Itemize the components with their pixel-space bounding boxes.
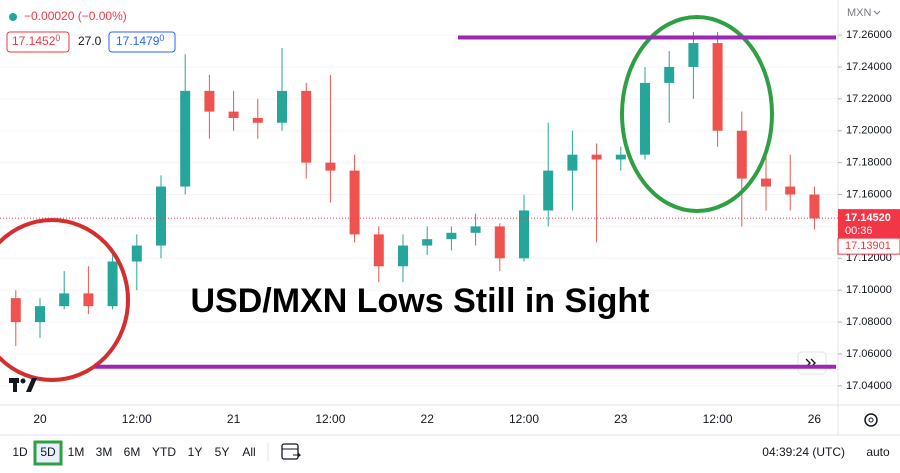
prev-price-label: 17.13901: [845, 240, 891, 252]
ask-sup: 0: [159, 33, 164, 43]
y-tick-label: 17.20000: [846, 125, 892, 137]
settings-icon[interactable]: [864, 413, 878, 427]
range-button[interactable]: All: [242, 445, 255, 459]
countdown: 00:36: [845, 225, 873, 237]
y-tick-label: 17.24000: [846, 61, 892, 73]
candle-body: [494, 226, 505, 259]
range-button[interactable]: YTD: [152, 445, 176, 459]
range-button[interactable]: 5Y: [215, 445, 230, 459]
x-tick-label: 22: [421, 412, 435, 426]
scroll-button[interactable]: [797, 351, 827, 375]
y-tick-label: 17.16000: [846, 188, 892, 200]
plot-area: [0, 31, 838, 387]
candle-body: [591, 154, 602, 160]
last-price-label: 17.14520: [845, 212, 891, 224]
clock: 04:39:24 (UTC): [762, 445, 845, 459]
chart-annotation: USD/MXN Lows Still in Sight: [191, 282, 650, 320]
status-dot: [9, 13, 17, 21]
bid-box[interactable]: [6, 31, 70, 53]
candle-body: [519, 210, 529, 259]
candle-body: [688, 43, 699, 67]
scale-mode[interactable]: auto: [866, 445, 890, 459]
candle-body: [422, 239, 433, 246]
candle-body: [615, 154, 626, 160]
bid: 17.14520: [12, 33, 60, 48]
range-bar: 1D 5D 1M 3M 6M YTD 1Y 5Y All: [12, 440, 256, 466]
candle-body: [204, 90, 215, 112]
candle-body: [10, 298, 21, 323]
y-tick-label: 17.22000: [846, 93, 892, 105]
bid-sup: 0: [55, 33, 60, 43]
x-tick-label: 12:00: [122, 412, 152, 426]
date-range-icon[interactable]: [281, 443, 302, 460]
spread: 27.0: [78, 34, 102, 48]
candle-body: [470, 226, 481, 233]
candle-body: [736, 130, 747, 179]
candle-body: [640, 82, 650, 155]
range-button[interactable]: 1M: [68, 445, 85, 459]
range-button[interactable]: 1D: [12, 445, 28, 459]
currency-caret: [873, 10, 881, 15]
range-button[interactable]: 5D: [40, 445, 56, 459]
candle-body: [664, 66, 675, 83]
ask: 17.14790: [116, 33, 164, 48]
y-tick-label: 17.10000: [846, 284, 892, 296]
y-tick-label: 17.18000: [846, 157, 892, 169]
candle-body: [785, 186, 796, 195]
x-tick-label: 12:00: [315, 412, 345, 426]
candle-body: [325, 162, 336, 171]
candle-body: [277, 90, 287, 123]
candle-body: [567, 154, 578, 171]
change-text: −0.00020 (−0.00%): [24, 9, 127, 23]
candle-body: [373, 234, 384, 267]
currency[interactable]: MXN: [847, 7, 872, 19]
candle-body: [398, 245, 408, 267]
candle-body: [252, 117, 263, 123]
candle-body: [301, 90, 312, 163]
x-tick-label: 21: [227, 412, 241, 426]
range-button[interactable]: 1Y: [188, 445, 203, 459]
y-tick-label: 17.06000: [846, 348, 892, 360]
prev-price-box: [837, 237, 900, 255]
x-tick-label: 12:00: [509, 412, 539, 426]
x-tick-label: 20: [33, 412, 47, 426]
candle-body: [446, 232, 457, 240]
ask-box[interactable]: [108, 31, 176, 53]
range-button[interactable]: 3M: [96, 445, 113, 459]
x-tick-label: 26: [808, 412, 822, 426]
candle-body: [228, 111, 239, 118]
candle-body: [35, 306, 45, 323]
candle-body: [712, 43, 723, 131]
x-tick-label: 23: [614, 412, 628, 426]
y-tick-label: 17.26000: [846, 29, 892, 41]
last-price-box: [838, 209, 900, 240]
y-tick-label: 17.12000: [846, 252, 892, 264]
candle-body: [156, 186, 166, 246]
candle-body: [107, 261, 118, 307]
range-button[interactable]: 6M: [124, 445, 141, 459]
candle-body: [59, 293, 70, 307]
candle-body: [761, 178, 771, 187]
red-circle: [0, 218, 130, 382]
active-range-box: [33, 440, 63, 466]
candle-body: [809, 194, 820, 219]
ask-price: 17.1479: [116, 34, 160, 48]
y-tick-label: 17.08000: [846, 316, 892, 328]
candle-body: [543, 170, 554, 211]
logo: [9, 378, 37, 392]
x-tick-label: 12:00: [703, 412, 733, 426]
green-circle: [620, 15, 774, 213]
candle-body: [83, 293, 94, 307]
candle-body: [349, 170, 360, 235]
bid-price: 17.1452: [12, 34, 56, 48]
candle-body: [180, 90, 191, 187]
candle-body: [131, 245, 142, 262]
y-tick-label: 17.04000: [846, 380, 892, 392]
